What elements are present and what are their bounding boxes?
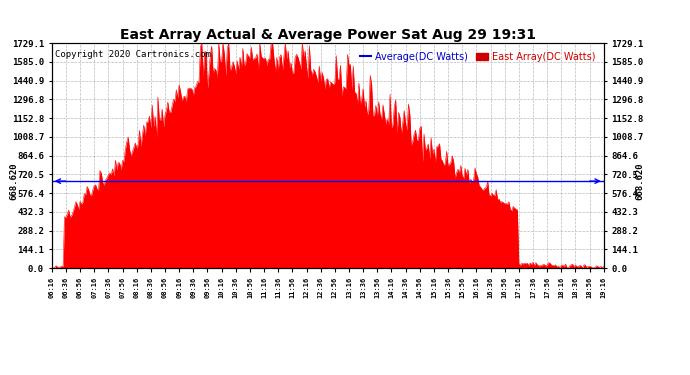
Legend: Average(DC Watts), East Array(DC Watts): Average(DC Watts), East Array(DC Watts) [356, 48, 599, 66]
Text: 668.620: 668.620 [10, 162, 19, 200]
Title: East Array Actual & Average Power Sat Aug 29 19:31: East Array Actual & Average Power Sat Au… [120, 28, 535, 42]
Text: 668.620: 668.620 [635, 162, 644, 200]
Text: Copyright 2020 Cartronics.com: Copyright 2020 Cartronics.com [55, 50, 210, 59]
